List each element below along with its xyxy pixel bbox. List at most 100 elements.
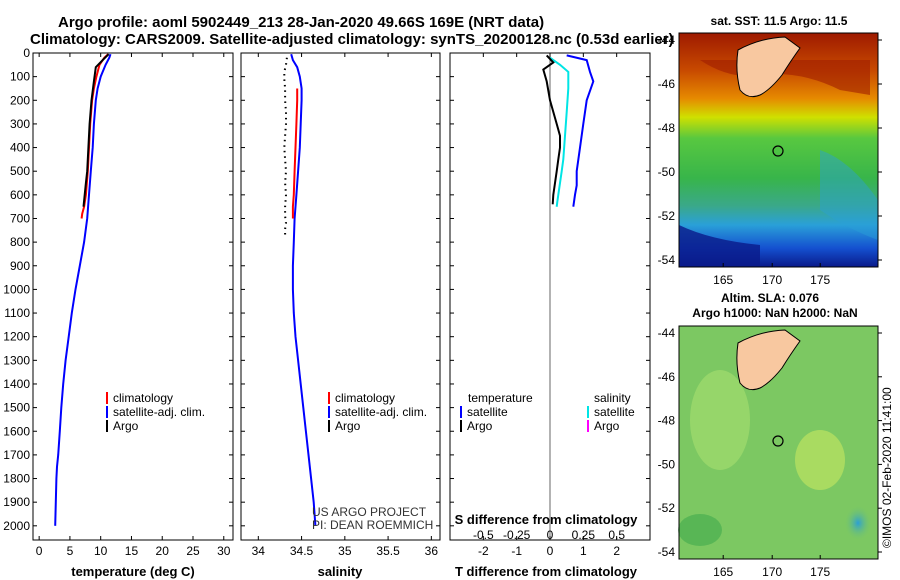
new-zealand-land bbox=[736, 36, 801, 98]
x-tick-label: 20 bbox=[156, 544, 170, 558]
title-line-1: Argo profile: aoml 5902449_213 28-Jan-20… bbox=[58, 14, 544, 31]
y-tick-label: 1100 bbox=[4, 306, 30, 320]
lon-tick-label: 175 bbox=[810, 273, 830, 287]
y-tick-label: 500 bbox=[10, 164, 30, 178]
legend-argo: Argo bbox=[113, 419, 139, 433]
y-tick-label: 300 bbox=[10, 117, 30, 131]
y-tick-label: 100 bbox=[10, 70, 30, 84]
lat-tick-label: -54 bbox=[658, 545, 676, 559]
y-tick-label: 400 bbox=[10, 141, 30, 155]
series-t-satellite bbox=[566, 54, 595, 207]
sla-map-frame bbox=[678, 325, 879, 560]
data-series bbox=[54, 53, 595, 540]
series-satellite-adj-clim- bbox=[54, 53, 112, 526]
lat-tick-label: -48 bbox=[658, 414, 676, 428]
sla-yellow-patch bbox=[795, 430, 845, 490]
x-tick-label: 10 bbox=[94, 544, 108, 558]
lat-tick-label: -52 bbox=[658, 501, 676, 515]
y-tick-label: 1400 bbox=[3, 377, 30, 391]
sla-lon-ticks: 165 170 175 bbox=[713, 555, 831, 579]
x-tick-label: 15 bbox=[125, 544, 139, 558]
pi-credit: PI: DEAN ROEMMICH bbox=[312, 518, 433, 532]
sst-map-frame bbox=[678, 32, 879, 268]
lon-tick-label: 175 bbox=[810, 565, 830, 579]
y-tick-label: 700 bbox=[10, 211, 30, 225]
s-difference-axis-label: S difference from climatology bbox=[455, 512, 639, 527]
legend-satellite-adj-clim: satellite-adj. clim. bbox=[113, 405, 205, 419]
s-tick-label: 0.5 bbox=[608, 528, 625, 542]
y-tick-label: 1500 bbox=[3, 401, 30, 415]
salinity-axis-label: salinity bbox=[318, 564, 364, 579]
temperature-axis-label: temperature (deg C) bbox=[71, 564, 195, 579]
sst-cool-patch bbox=[820, 150, 878, 240]
legend-t-satellite: satellite bbox=[467, 405, 508, 419]
series-argo bbox=[82, 53, 110, 207]
sla-blue-patch bbox=[844, 505, 872, 541]
lon-tick-label: 165 bbox=[713, 565, 733, 579]
y-tick-label: 1900 bbox=[3, 495, 30, 509]
lat-tick-label: -44 bbox=[658, 326, 676, 340]
x-tick-label: 30 bbox=[217, 544, 231, 558]
difference-legend: temperature satellite Argo salinity sate… bbox=[460, 391, 635, 433]
sst-lat-ticks: -44 -46 -48 -50 -52 -54 bbox=[658, 33, 882, 267]
s-tick-label: -0.5 bbox=[473, 528, 494, 542]
t-difference-axis-label: T difference from climatology bbox=[455, 564, 638, 579]
legend-argo: Argo bbox=[335, 419, 361, 433]
series-climatology bbox=[291, 88, 299, 219]
temperature-legend: climatology satellite-adj. clim. Argo bbox=[106, 391, 205, 433]
sst-map-title: sat. SST: 11.5 Argo: 11.5 bbox=[711, 14, 848, 28]
legend-climatology: climatology bbox=[113, 391, 173, 405]
imos-credit: ©IMOS 02-Feb-2020 11:41:00 bbox=[880, 387, 894, 548]
sla-light-patch bbox=[690, 370, 750, 470]
lat-tick-label: -50 bbox=[658, 457, 676, 471]
sst-blue-corner bbox=[679, 225, 760, 267]
x-tick-label: 34.5 bbox=[290, 544, 314, 558]
sla-dark-green-patch bbox=[678, 514, 722, 546]
y-tick-label: 1200 bbox=[3, 330, 30, 344]
salinity-legend: climatology satellite-adj. clim. Argo bbox=[328, 391, 427, 433]
y-tick-label: 200 bbox=[10, 93, 30, 107]
y-tick-label: 0 bbox=[23, 46, 30, 60]
sst-map bbox=[678, 32, 879, 268]
x-tick-label: 34 bbox=[252, 544, 266, 558]
x-tick-label: 35 bbox=[338, 544, 352, 558]
temperature-panel bbox=[32, 52, 234, 541]
sla-lat-ticks: -44 -46 -48 -50 -52 -54 bbox=[658, 326, 882, 559]
x-tick-label: 35.5 bbox=[376, 544, 400, 558]
x-tick-label: 5 bbox=[67, 544, 74, 558]
x-tick-label: 2 bbox=[613, 544, 620, 558]
title-line-2: Climatology: CARS2009. Satellite-adjuste… bbox=[30, 31, 674, 48]
legend-s-argo: Argo bbox=[594, 419, 620, 433]
y-tick-label: 600 bbox=[10, 188, 30, 202]
legend-satellite-adj-clim: satellite-adj. clim. bbox=[335, 405, 427, 419]
series-t-argo bbox=[542, 54, 561, 205]
series-satellite-adj-clim- bbox=[290, 53, 317, 526]
y-tick-label: 1800 bbox=[3, 472, 30, 486]
legend-temperature-title: temperature bbox=[468, 391, 533, 405]
lat-tick-label: -44 bbox=[658, 33, 676, 47]
legend-climatology: climatology bbox=[335, 391, 395, 405]
x-tick-label: 0 bbox=[547, 544, 554, 558]
y-tick-label: 800 bbox=[10, 235, 30, 249]
axis-ticks: 0 5 10 15 20 25 300100200300400500600700800900… bbox=[3, 46, 650, 558]
y-tick-label: 1600 bbox=[3, 424, 30, 438]
y-tick-label: 1700 bbox=[3, 448, 30, 462]
series-s-satellite bbox=[549, 56, 570, 207]
lat-tick-label: -52 bbox=[658, 209, 676, 223]
legend-s-satellite: satellite bbox=[594, 405, 635, 419]
sla-map-title-2: Argo h1000: NaN h2000: NaN bbox=[692, 306, 857, 320]
sst-lon-ticks: 165 170 175 bbox=[713, 263, 831, 287]
s-tick-label: -0.25 bbox=[503, 528, 531, 542]
project-credit: US ARGO PROJECT bbox=[312, 505, 427, 519]
y-tick-label: 900 bbox=[10, 259, 30, 273]
new-zealand-land bbox=[736, 329, 801, 391]
y-tick-label: 2000 bbox=[3, 519, 30, 533]
lat-tick-label: -46 bbox=[658, 77, 676, 91]
y-tick-label: 1000 bbox=[3, 282, 30, 296]
salinity-panel bbox=[240, 52, 441, 541]
x-tick-label: 1 bbox=[580, 544, 587, 558]
x-tick-label: -2 bbox=[478, 544, 489, 558]
lat-tick-label: -46 bbox=[658, 370, 676, 384]
sla-map bbox=[678, 325, 879, 560]
